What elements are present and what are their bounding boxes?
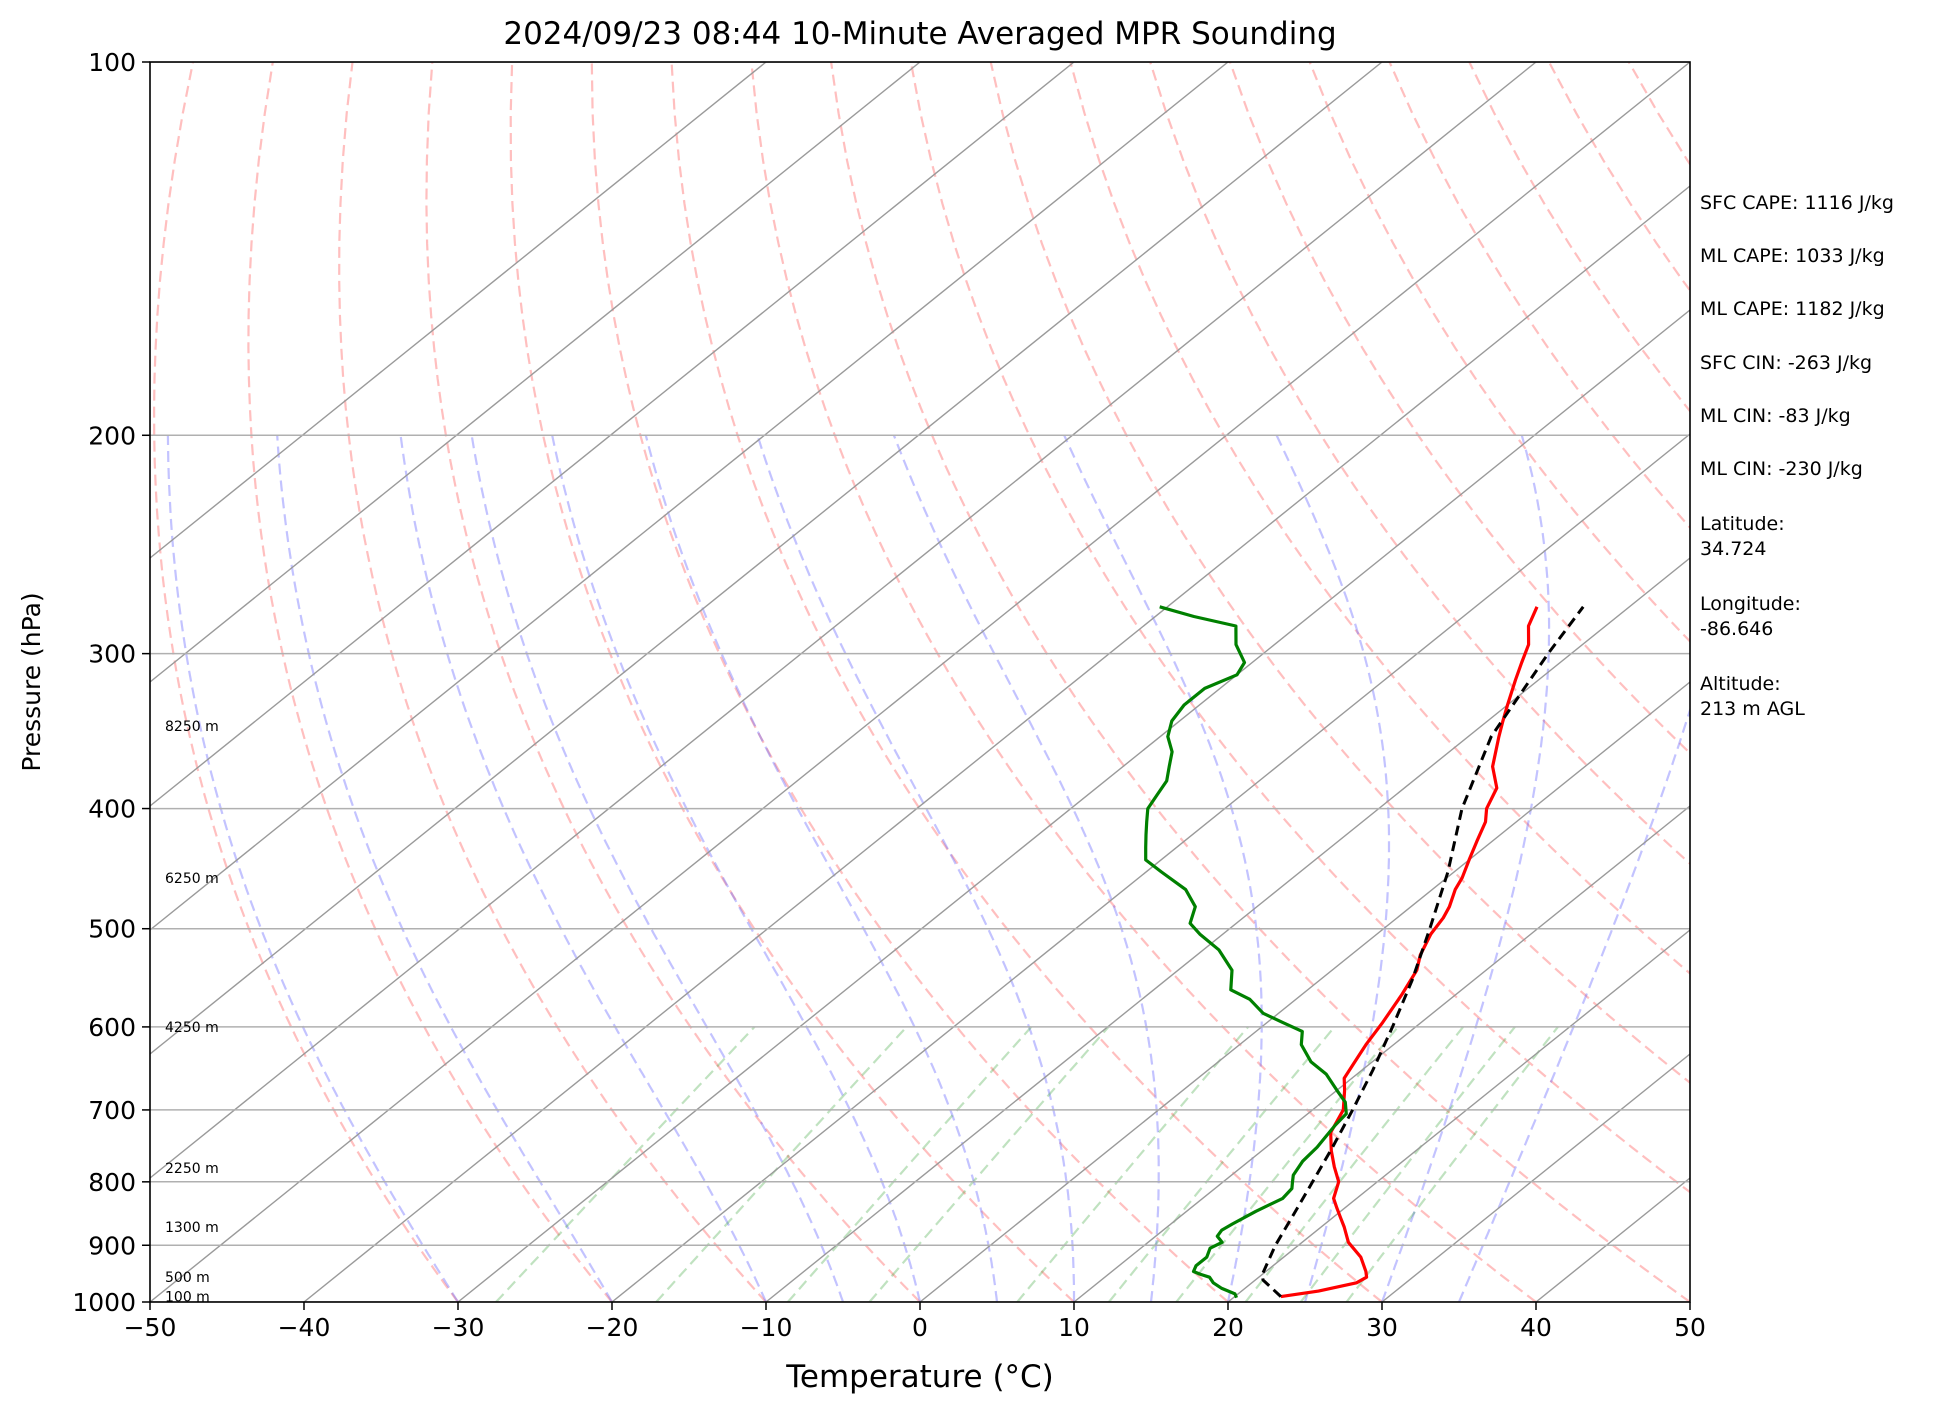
altitude-label: Altitude: bbox=[1700, 673, 1781, 695]
dry-adiabat bbox=[830, 62, 1690, 1302]
ml-cin-text-1: ML CIN: -83 J/kg bbox=[1700, 405, 1851, 427]
x-tick-label: 40 bbox=[1520, 1313, 1552, 1342]
y-tick-label: 100 bbox=[88, 48, 136, 77]
isotherm-line bbox=[150, 62, 1690, 1302]
x-tick-label: 10 bbox=[1058, 1313, 1090, 1342]
y-tick-label: 700 bbox=[88, 1096, 136, 1125]
isotherm-line bbox=[150, 62, 921, 683]
isotherm-line bbox=[1227, 929, 1690, 1302]
x-tick-label: 50 bbox=[1674, 1313, 1706, 1342]
dry-adiabat bbox=[750, 62, 1537, 1302]
isotherm-line bbox=[303, 185, 1690, 1302]
y-axis-ticks: 100 200 300 400 500 600 700 800 900 1000 bbox=[72, 48, 150, 1317]
temperature-line bbox=[1280, 606, 1539, 1299]
height-label: 6250 m bbox=[165, 871, 219, 887]
x-axis-ticks: −50 −40 −30 −20 −10 0 10 20 30 40 50 bbox=[124, 1302, 1706, 1342]
y-tick-label: 500 bbox=[88, 915, 136, 944]
parcel-line bbox=[1260, 605, 1585, 1298]
isotherm-line bbox=[150, 62, 767, 559]
ml-cape-text-2: ML CAPE: 1182 J/kg bbox=[1700, 298, 1885, 320]
ml-cape-text-1: ML CAPE: 1033 J/kg bbox=[1700, 245, 1885, 267]
sfc-cape-text: SFC CAPE: 1116 J/kg bbox=[1700, 192, 1894, 214]
mixing-ratio-line bbox=[495, 1026, 756, 1302]
x-tick-label: 0 bbox=[912, 1313, 928, 1342]
y-tick-label: 200 bbox=[88, 421, 136, 450]
height-label: 500 m bbox=[165, 1270, 210, 1286]
y-tick-label: 400 bbox=[88, 795, 136, 824]
chart-title: 2024/09/23 08:44 10-Minute Averaged MPR … bbox=[503, 16, 1336, 52]
isotherm-line bbox=[150, 62, 1075, 807]
isotherm-line bbox=[150, 62, 1229, 931]
latitude-label: Latitude: bbox=[1700, 513, 1785, 535]
dry-adiabat bbox=[152, 62, 459, 1302]
y-axis-label: Pressure (hPa) bbox=[17, 592, 46, 771]
isotherm-line bbox=[150, 62, 1537, 1179]
dry-adiabat bbox=[425, 62, 921, 1302]
y-tick-label: 900 bbox=[88, 1231, 136, 1260]
dry-adiabat bbox=[989, 62, 1690, 1085]
isotherm-line bbox=[765, 557, 1690, 1302]
moist-adiabat bbox=[644, 435, 999, 1302]
x-tick-label: −50 bbox=[124, 1313, 177, 1342]
y-tick-label: 600 bbox=[88, 1013, 136, 1042]
x-tick-label: −40 bbox=[278, 1313, 331, 1342]
dry-adiabat bbox=[1228, 62, 1690, 755]
x-axis-label: Temperature (°C) bbox=[785, 1359, 1054, 1395]
data-series bbox=[1144, 605, 1585, 1299]
y-tick-label: 300 bbox=[88, 640, 136, 669]
x-tick-label: −10 bbox=[740, 1313, 793, 1342]
dry-adiabat bbox=[247, 62, 613, 1302]
height-label: 2250 m bbox=[165, 1161, 219, 1177]
dry-adiabat bbox=[670, 62, 1383, 1302]
dry-adiabat bbox=[590, 62, 1229, 1302]
x-tick-label: 20 bbox=[1212, 1313, 1244, 1342]
ml-cin-text-2: ML CIN: -230 J/kg bbox=[1700, 458, 1863, 480]
height-label: 1300 m bbox=[165, 1220, 219, 1236]
isotherm-line bbox=[919, 681, 1690, 1302]
x-tick-label: 30 bbox=[1366, 1313, 1398, 1342]
height-label: 8250 m bbox=[165, 719, 219, 735]
longitude-label: Longitude: bbox=[1700, 593, 1801, 615]
isotherm-line bbox=[1073, 805, 1690, 1302]
sfc-cin-text: SFC CIN: -263 J/kg bbox=[1700, 352, 1873, 374]
longitude-value: -86.646 bbox=[1700, 618, 1774, 640]
height-labels: 100 m 500 m 1300 m 2250 m 4250 m 6250 m 8250 m bbox=[165, 719, 219, 1306]
mixing-ratio-line bbox=[1299, 1026, 1516, 1302]
moist-adiabat bbox=[1275, 434, 1391, 1302]
mixing-ratio-line bbox=[1345, 1026, 1559, 1302]
height-label: 4250 m bbox=[165, 1020, 219, 1036]
dry-adiabat bbox=[509, 62, 1075, 1302]
moist-adiabat bbox=[276, 435, 613, 1302]
dry-adiabat bbox=[909, 62, 1690, 1194]
y-tick-label: 1000 bbox=[72, 1288, 136, 1317]
isotherm-line bbox=[150, 62, 1383, 1055]
gridlines bbox=[150, 62, 1690, 1302]
latitude-value: 34.724 bbox=[1700, 538, 1767, 560]
dry-adiabat bbox=[1149, 62, 1690, 866]
dewpoint-line bbox=[1144, 605, 1348, 1299]
dry-adiabat bbox=[338, 62, 767, 1302]
x-tick-label: −20 bbox=[586, 1313, 639, 1342]
x-tick-label: −30 bbox=[432, 1313, 485, 1342]
isotherm-line bbox=[1381, 1053, 1690, 1302]
dry-adiabat bbox=[1069, 62, 1690, 975]
height-label: 100 m bbox=[165, 1290, 210, 1306]
isotherm-line bbox=[457, 309, 1690, 1302]
altitude-value: 213 m AGL bbox=[1700, 698, 1805, 720]
mixing-ratio-line bbox=[1244, 1026, 1464, 1302]
y-tick-label: 800 bbox=[88, 1168, 136, 1197]
isotherm-line bbox=[611, 433, 1690, 1302]
